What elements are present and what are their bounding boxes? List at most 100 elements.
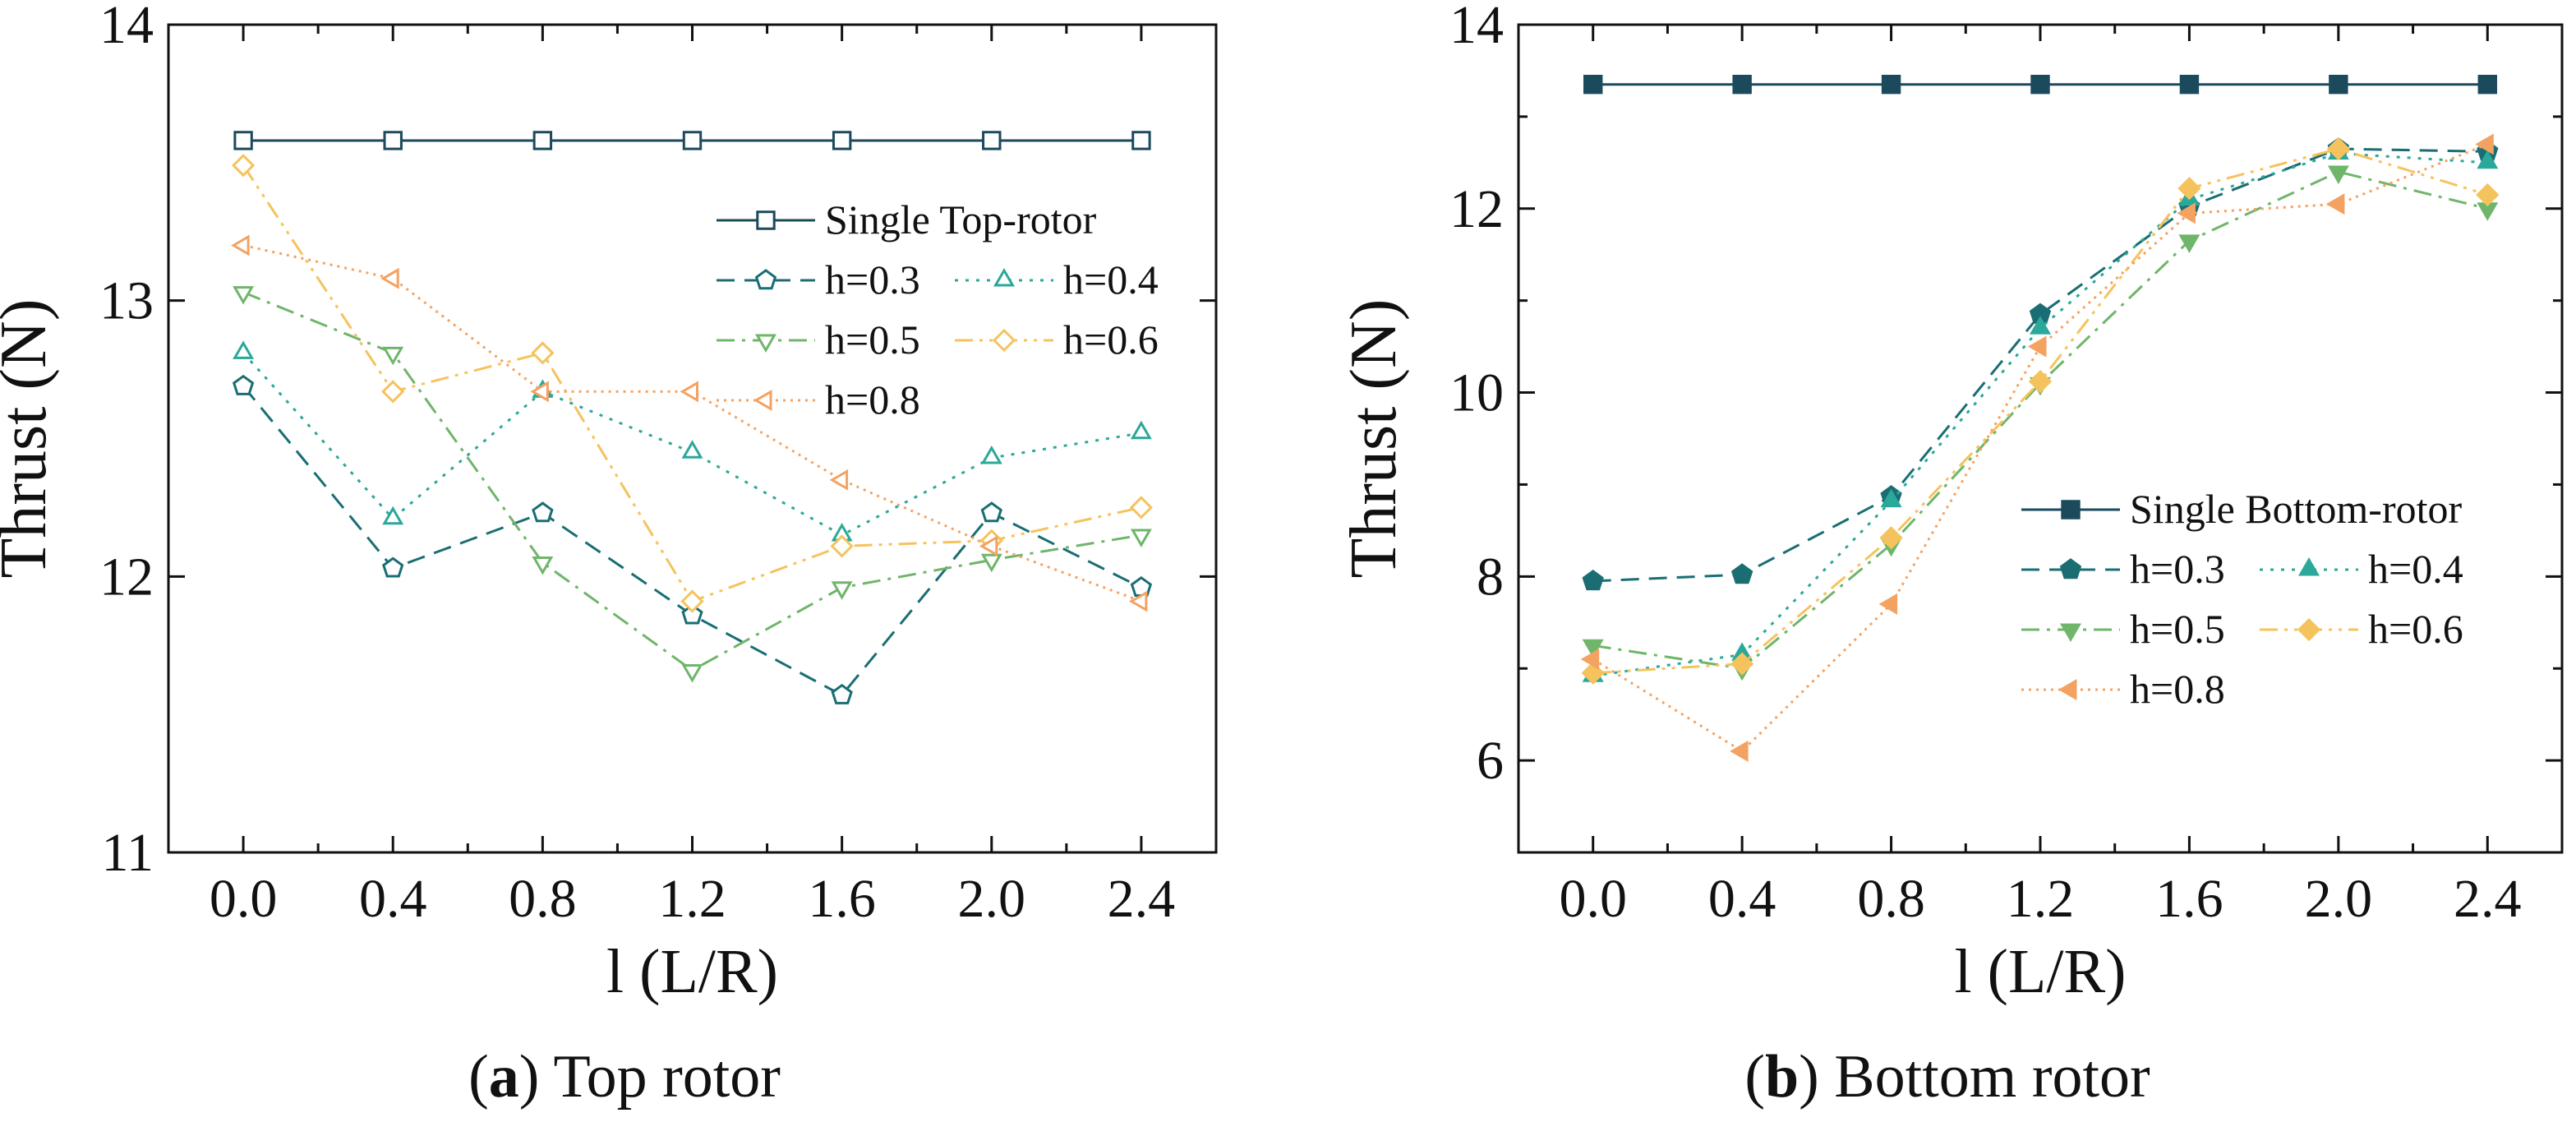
y-tick-label: 14 xyxy=(99,0,154,55)
data-point xyxy=(1879,526,1903,550)
legend-label: h=0.3 xyxy=(2130,546,2225,592)
data-point xyxy=(831,581,853,600)
data-point xyxy=(2177,177,2201,201)
y-tick-label: 6 xyxy=(1477,731,1504,791)
data-point xyxy=(2329,75,2348,95)
series-0 xyxy=(233,131,1151,150)
data-point xyxy=(680,589,704,613)
data-point xyxy=(1878,593,1898,615)
series-5 xyxy=(231,234,1148,612)
data-point xyxy=(382,346,404,366)
series-3 xyxy=(1582,165,2499,681)
data-point xyxy=(531,341,555,365)
data-point xyxy=(2028,369,2053,394)
data-point xyxy=(2326,136,2351,161)
data-point xyxy=(233,340,255,359)
data-point xyxy=(382,556,404,578)
x-tick-label: 1.6 xyxy=(2155,869,2223,929)
data-point xyxy=(382,506,404,525)
legend-marker xyxy=(2059,558,2082,580)
data-point xyxy=(2327,165,2349,185)
data-point xyxy=(1130,529,1152,547)
data-point xyxy=(1131,131,1151,150)
legend-marker xyxy=(756,210,776,230)
caption-a-text: ) Top rotor xyxy=(518,1043,781,1111)
series-1 xyxy=(232,374,1153,704)
y-tick-label: 12 xyxy=(1449,179,1504,239)
data-point xyxy=(829,469,849,491)
caption-b: (b) Bottom rotor xyxy=(1676,1042,2219,1112)
x-tick-label: 0.0 xyxy=(1559,869,1627,929)
data-point xyxy=(2179,75,2200,95)
data-point xyxy=(1732,75,1752,95)
data-point xyxy=(231,154,256,178)
data-point xyxy=(233,286,255,305)
data-point xyxy=(2475,133,2494,155)
data-point xyxy=(1582,570,1604,591)
legend-label: Single Bottom-rotor xyxy=(2130,486,2463,532)
series-line xyxy=(242,244,1142,603)
legend-label: h=0.4 xyxy=(2368,546,2463,592)
legend-label: h=0.5 xyxy=(2130,606,2225,652)
y-axis-label: Thrust (N) xyxy=(1338,299,1410,579)
legend-label: h=0.6 xyxy=(2368,606,2463,652)
data-point xyxy=(530,381,549,403)
legend: Single Bottom-rotor h=0.3 h=0.4 h=0.5 h=0.6 h… xyxy=(2021,486,2463,712)
data-point xyxy=(982,131,1002,150)
series-line xyxy=(242,385,1142,697)
legend-label: h=0.3 xyxy=(825,256,920,302)
data-point xyxy=(980,501,1002,523)
chart-panel-a: 0.0 0.4 0.8 1.2 1.6 2.0 2.4 11 12 13 14 l (L/R) Thru… xyxy=(0,0,1218,1006)
data-point xyxy=(233,131,253,150)
caption-b-open: ( xyxy=(1744,1043,1765,1111)
series-4 xyxy=(1581,136,2500,685)
series-line xyxy=(1592,170,2488,670)
data-point xyxy=(980,446,1002,464)
data-point xyxy=(1128,590,1148,612)
data-point xyxy=(380,267,399,289)
x-tick-label: 0.4 xyxy=(1708,869,1776,929)
data-point xyxy=(381,380,405,404)
x-tick-label: 2.4 xyxy=(1108,869,1176,929)
legend: Single Top-rotor h=0.3 h=0.4 h=0.5 h=0.6 h=0.… xyxy=(717,196,1159,423)
data-point xyxy=(1129,496,1154,520)
data-point xyxy=(2030,316,2051,335)
legend-marker xyxy=(755,334,776,353)
data-point xyxy=(680,381,698,403)
x-tick-label: 0.8 xyxy=(1857,869,1925,929)
series-3 xyxy=(233,286,1152,683)
legend-label: h=0.6 xyxy=(1063,316,1159,363)
data-point xyxy=(532,556,554,575)
legend-marker xyxy=(754,269,777,290)
data-point xyxy=(383,131,403,150)
series-0 xyxy=(1583,75,2497,95)
legend-marker xyxy=(753,390,772,411)
data-point xyxy=(532,501,554,523)
x-tick-label: 1.6 xyxy=(808,869,876,929)
caption-a: (a) Top rotor xyxy=(394,1042,855,1112)
data-point xyxy=(681,603,703,625)
data-point xyxy=(980,553,1002,573)
legend-marker xyxy=(992,328,1016,353)
data-point xyxy=(532,131,553,150)
data-point xyxy=(832,131,852,150)
data-point xyxy=(681,440,703,459)
legend-marker xyxy=(2061,500,2081,520)
x-tick-label: 0.4 xyxy=(359,869,427,929)
x-tick-label: 1.2 xyxy=(658,869,726,929)
x-axis-label: l (L/R) xyxy=(606,937,778,1006)
legend-marker xyxy=(993,268,1015,287)
legend-label: h=0.8 xyxy=(825,376,920,423)
series-line xyxy=(1592,143,2488,753)
caption-b-letter: b xyxy=(1764,1043,1800,1111)
data-point xyxy=(2477,75,2497,95)
caption-a-letter: a xyxy=(488,1043,519,1111)
data-point xyxy=(2477,150,2499,169)
legend-marker xyxy=(2060,623,2081,642)
x-tick-label: 2.0 xyxy=(2305,869,2373,929)
legend-marker xyxy=(2298,557,2320,576)
data-point xyxy=(1881,75,1901,95)
data-point xyxy=(681,664,703,683)
legend-label: h=0.8 xyxy=(2130,666,2225,712)
